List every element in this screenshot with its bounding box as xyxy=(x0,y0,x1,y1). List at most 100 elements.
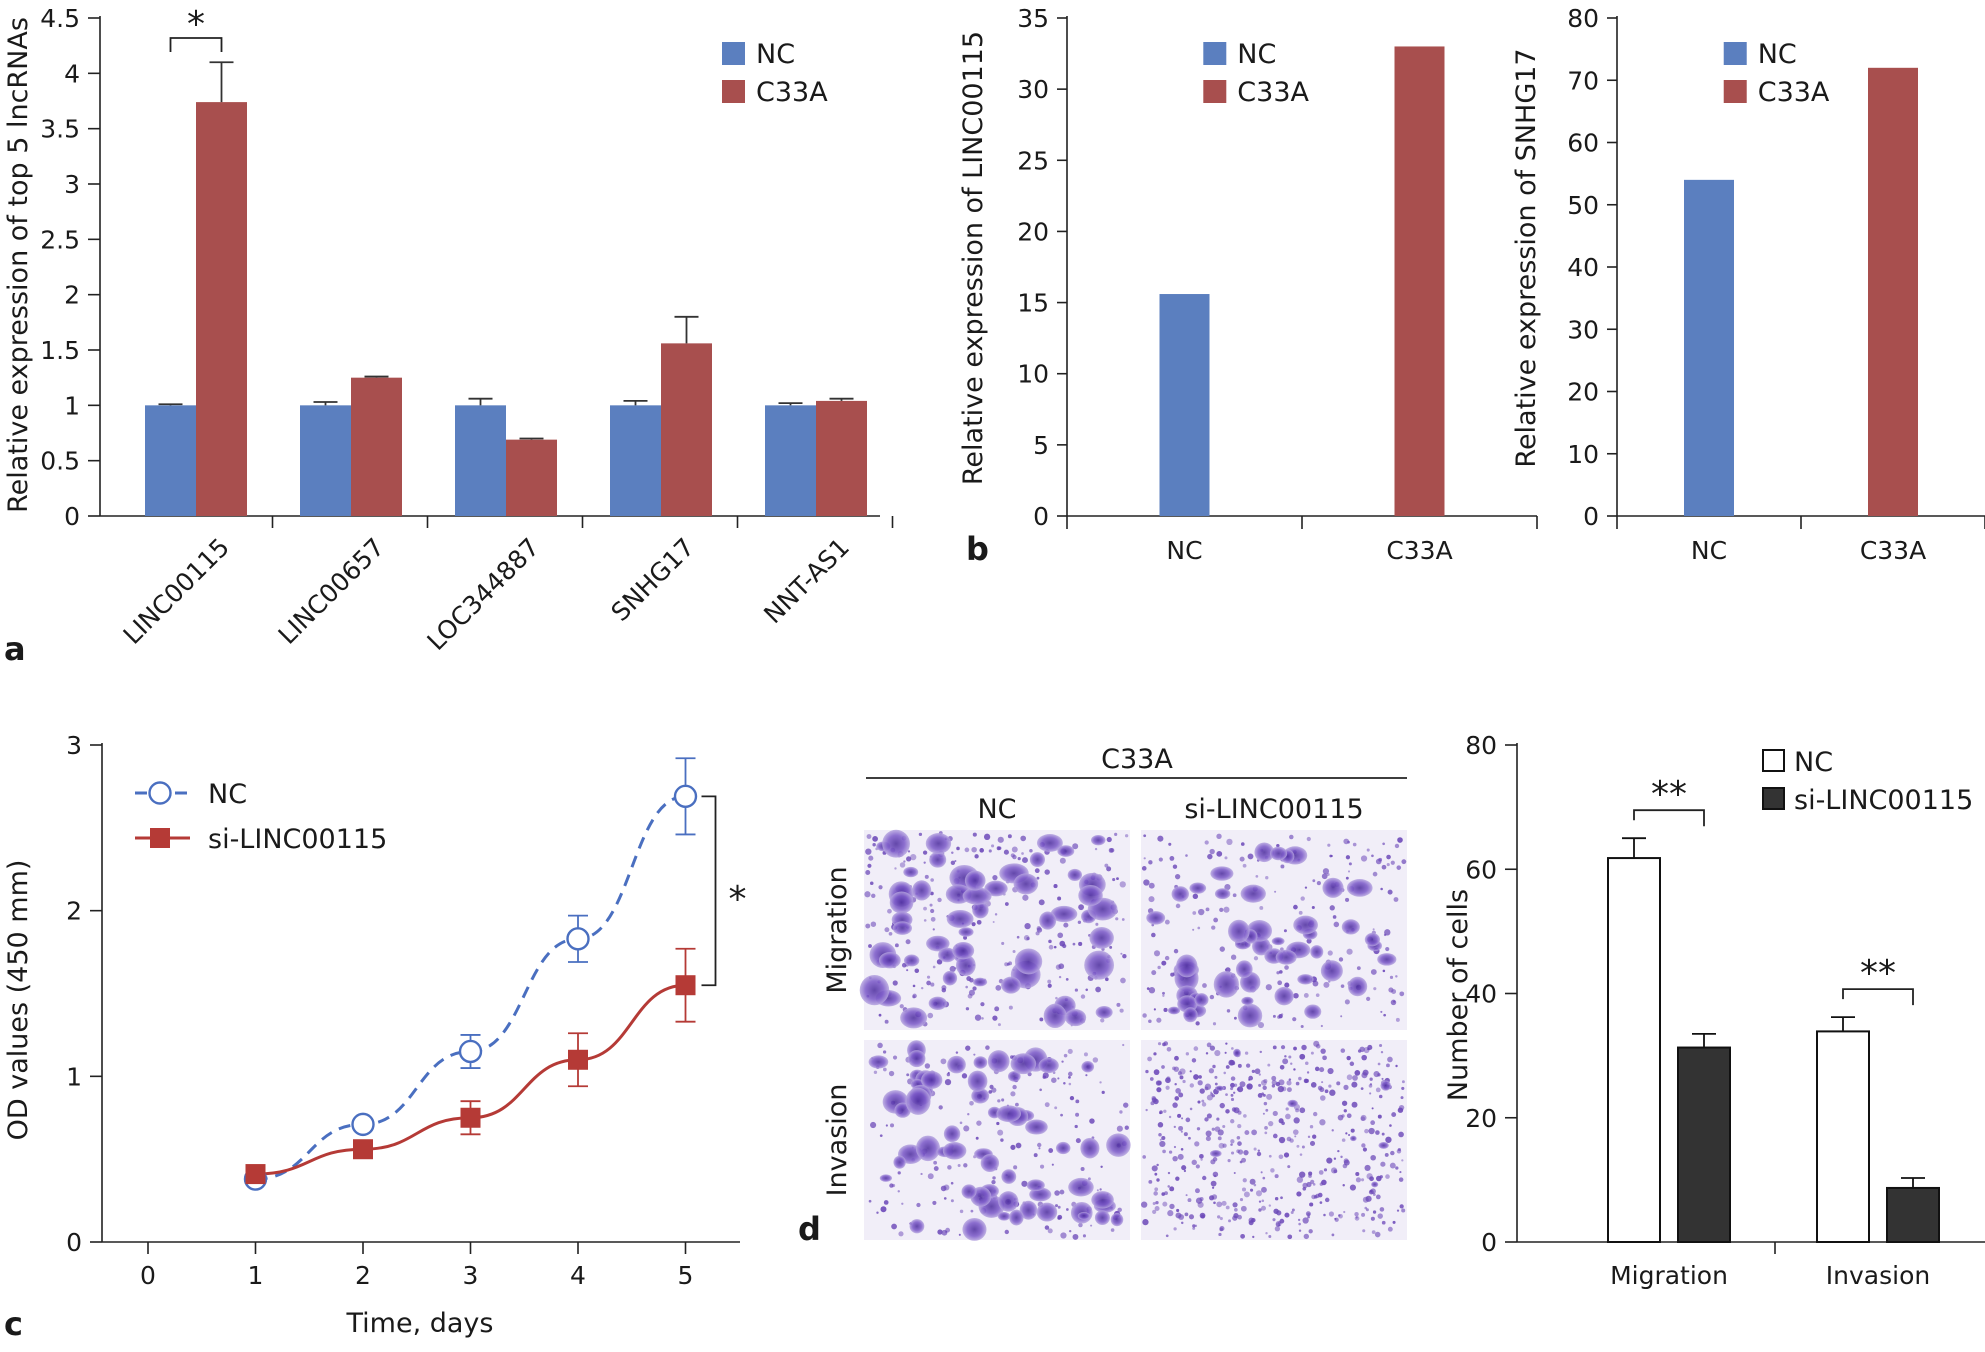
stained-cell-cluster xyxy=(1341,919,1360,935)
stained-cell xyxy=(912,984,916,988)
stained-cell xyxy=(1205,907,1210,912)
stained-cell-cluster xyxy=(980,1154,1000,1173)
stained-cell-cluster xyxy=(1055,1141,1071,1155)
stained-cell xyxy=(1306,938,1312,944)
stained-cell xyxy=(1307,1215,1310,1219)
stained-cell xyxy=(924,874,929,879)
stained-cell xyxy=(869,881,874,886)
stained-cell xyxy=(1078,941,1083,947)
stained-cell xyxy=(1355,1172,1360,1177)
stained-cell xyxy=(1296,1176,1304,1183)
legend-swatch-c33a xyxy=(1203,80,1227,103)
stained-cell xyxy=(1153,1191,1158,1196)
legend-label: si-LINC00115 xyxy=(208,824,387,855)
stained-cell xyxy=(1199,1088,1205,1094)
stained-cell xyxy=(1370,969,1377,975)
stained-cell xyxy=(1048,939,1052,944)
stained-cell xyxy=(910,853,917,861)
stained-cell-cluster xyxy=(1297,974,1314,985)
stained-cell xyxy=(1401,1159,1404,1162)
stained-cell xyxy=(1075,1099,1080,1104)
stained-cell xyxy=(1168,1115,1172,1119)
photo-header: C33A xyxy=(1101,744,1173,775)
stained-cell xyxy=(1068,1082,1072,1086)
stained-cell-cluster xyxy=(893,1155,906,1169)
stained-cell xyxy=(1213,1174,1217,1178)
stained-cell xyxy=(1047,979,1052,984)
stained-cell xyxy=(1080,1166,1085,1171)
stained-cell xyxy=(1109,945,1113,949)
stained-cell xyxy=(1143,857,1146,860)
stained-cell xyxy=(1168,842,1172,846)
y-tick-label: 1 xyxy=(64,391,80,420)
stained-cell xyxy=(1288,1078,1292,1081)
stained-cell-cluster xyxy=(912,880,932,901)
stained-cell xyxy=(907,850,911,853)
stained-cell xyxy=(1222,1124,1226,1128)
stained-cell xyxy=(1177,1113,1182,1118)
x-tick-label: C33A xyxy=(1386,536,1452,565)
stained-cell xyxy=(1382,969,1386,973)
stained-cell xyxy=(1362,1229,1366,1233)
stained-cell xyxy=(1257,1021,1265,1029)
stained-cell-cluster xyxy=(903,954,920,967)
stained-cell xyxy=(1340,1048,1346,1053)
stained-cell xyxy=(1310,1082,1317,1088)
stained-cell xyxy=(1285,1107,1289,1111)
stained-cell xyxy=(1016,935,1020,939)
stained-cell-cluster xyxy=(1080,1137,1100,1159)
stained-cell xyxy=(1164,919,1170,925)
stained-cell xyxy=(1341,1138,1346,1142)
stained-cell xyxy=(1183,1132,1188,1137)
stained-cell xyxy=(1298,1229,1302,1232)
stained-cell xyxy=(1224,884,1231,891)
stained-cell xyxy=(1313,1040,1320,1047)
stained-cell xyxy=(1327,843,1331,847)
data-point-si-linc00115 xyxy=(568,1049,588,1070)
stained-cell xyxy=(1230,1097,1235,1102)
stained-cell xyxy=(1381,864,1387,870)
stained-cell xyxy=(1278,1154,1284,1160)
stained-cell xyxy=(1284,1212,1290,1218)
stained-cell xyxy=(1216,1201,1223,1208)
y-axis-label: Relative expression of top 5 lncRNAs xyxy=(3,17,34,513)
stained-cell xyxy=(1124,1125,1129,1130)
stained-cell xyxy=(1177,1071,1183,1076)
x-tick-label: Invasion xyxy=(1826,1261,1930,1290)
bar-si-linc00115 xyxy=(1886,1186,1940,1244)
stained-cell xyxy=(1301,1145,1305,1149)
stained-cell xyxy=(1302,1182,1308,1189)
stained-cell-cluster xyxy=(946,909,974,928)
stained-cell xyxy=(1289,1138,1294,1143)
stained-cell-cluster xyxy=(964,870,986,891)
bar-nc xyxy=(1684,179,1734,516)
stained-cell-cluster xyxy=(947,1055,966,1074)
stained-cell xyxy=(1087,1177,1091,1181)
significance-marker: ** xyxy=(1860,953,1896,994)
stained-cell xyxy=(1352,842,1357,847)
panel-label-b: b xyxy=(966,530,989,568)
stained-cell xyxy=(1204,1117,1209,1122)
x-tick-label: NC xyxy=(1166,536,1202,565)
stained-cell xyxy=(1069,1096,1075,1101)
stained-cell xyxy=(1349,1184,1357,1191)
stained-cell xyxy=(1262,1085,1267,1090)
stained-cell xyxy=(1305,1061,1309,1066)
stained-cell xyxy=(943,1197,947,1200)
y-tick-label: 40 xyxy=(1465,980,1497,1009)
x-tick-label: 2 xyxy=(355,1261,371,1290)
stained-cell xyxy=(1063,922,1069,928)
stained-cell xyxy=(883,1200,889,1205)
data-point-si-linc00115 xyxy=(460,1107,481,1128)
stained-cell xyxy=(920,986,924,990)
stained-cell xyxy=(1278,1014,1283,1019)
stained-cell xyxy=(1112,878,1116,882)
x-tick-label: 5 xyxy=(678,1261,694,1290)
stained-cell xyxy=(1057,1077,1060,1080)
y-tick-label: 1.5 xyxy=(40,336,80,365)
stained-cell xyxy=(1148,1179,1153,1184)
stained-cell-cluster xyxy=(909,1219,925,1234)
stained-cell xyxy=(1316,880,1321,886)
stained-cell xyxy=(1364,1128,1369,1134)
y-tick-label: 4 xyxy=(64,59,80,88)
